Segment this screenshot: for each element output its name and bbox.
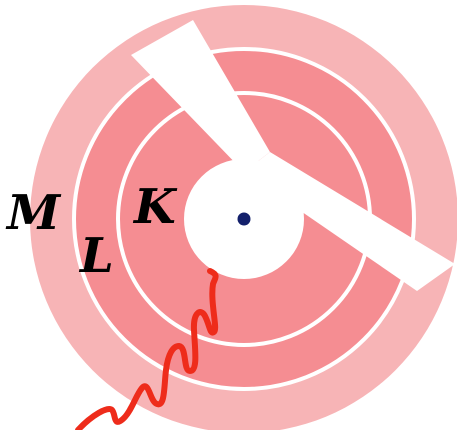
nucleus [237,212,251,226]
k-shell-label: K [132,179,178,235]
shell-ring-m [72,47,416,391]
incoming-beam [131,20,270,172]
photon-wave [75,268,219,430]
m-shell-label: M [5,185,62,241]
l-shell-label: L [78,228,114,284]
outgoing-beam [244,152,455,291]
